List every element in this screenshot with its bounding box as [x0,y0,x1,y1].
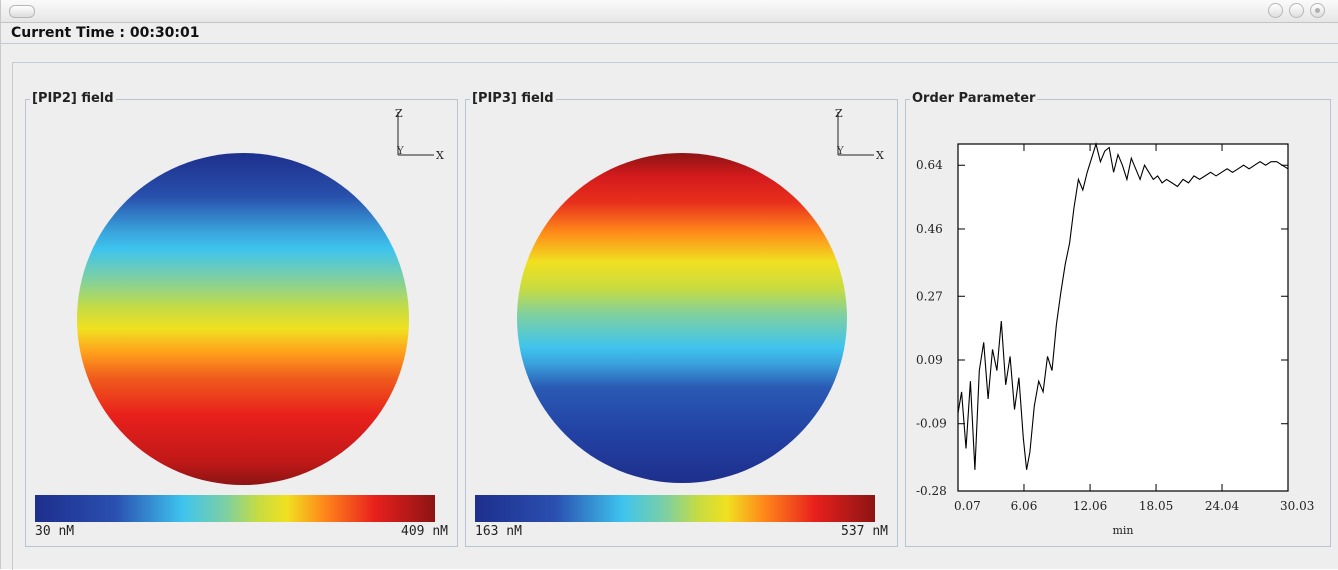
content-area [12,62,1338,570]
axis-z-label: Z [395,107,403,120]
axis-y-label: Y [396,146,404,157]
x-tick-label: 6.06 [1011,499,1038,513]
plot-area [957,143,1289,492]
toolbar-toggle-button[interactable] [9,5,35,18]
pip2-sphere [77,153,409,485]
pip2-colorbar [35,495,435,522]
pip3-panel-title: [PIP3] field [470,91,556,106]
current-time-label: Current Time : 00:30:01 [11,25,200,41]
axis-z-label: Z [835,107,843,120]
maximize-button[interactable] [1289,3,1304,18]
x-tick-label: 30.03 [1280,499,1314,513]
x-tick-label: 0.07 [954,499,981,513]
title-bar [1,0,1338,23]
pip2-colorbar-min-label: 30 nM [35,524,75,539]
x-tick-label: 12.06 [1073,499,1107,513]
y-tick-label: 0.27 [916,289,943,303]
axis-x-label: X [436,149,444,160]
axes-orientation-icon: Z Y X [395,107,444,160]
x-axis-label: min [1112,524,1133,537]
minimize-button[interactable] [1268,3,1283,18]
y-tick-label: 0.09 [916,353,943,367]
status-bar: Current Time : 00:30:01 [1,23,1338,44]
axis-x-label: X [876,149,884,160]
pip2-panel-title: [PIP2] field [30,91,116,106]
pip2-field-panel: [PIP2] field Z Y X 30 nM 409 nM [25,91,458,547]
x-tick-label: 24.04 [1205,499,1240,513]
pip3-sphere [517,153,847,483]
y-tick-label: -0.28 [916,484,947,498]
y-tick-label: 0.46 [916,222,943,236]
y-tick-label: -0.09 [916,417,947,431]
pip3-colorbar-min-label: 163 nM [475,524,522,539]
order-panel-title: Order Parameter [910,91,1038,106]
pip3-colorbar-max-label: 537 nM [841,524,888,539]
order-parameter-chart: -0.28 -0.09 0.09 0.27 0.46 0.64 0.07 6.06 12.06 1… [916,141,1314,537]
close-button[interactable] [1310,3,1325,18]
pip3-field-panel: [PIP3] field Z Y X 163 nM 537 nM [465,91,898,547]
order-parameter-line [957,141,1289,470]
x-tick-label: 18.05 [1139,499,1173,513]
pip2-colorbar-max-label: 409 nM [401,524,448,539]
order-parameter-panel: Order Parameter -0.28 -0.09 0.09 0.27 0.46 0.… [905,91,1331,547]
y-tick-label: 0.64 [916,158,943,172]
pip3-colorbar [475,495,875,522]
axis-y-label: Y [836,146,844,157]
axes-orientation-icon: Z Y X [835,107,884,160]
